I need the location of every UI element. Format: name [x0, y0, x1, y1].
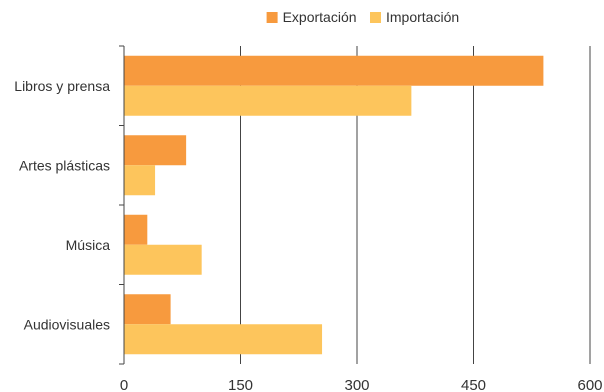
- x-tick-label-600: 600: [577, 377, 602, 392]
- x-tick-label-450: 450: [461, 377, 486, 392]
- legend-swatch-importacion: [370, 12, 381, 23]
- x-tick-label-300: 300: [344, 377, 369, 392]
- category-label-audiovisuales: Audiovisuales: [24, 316, 110, 332]
- legend-swatch-exportacion: [266, 12, 278, 23]
- bar-importacion-artes-plasticas: [124, 165, 156, 196]
- category-label-musica: Música: [66, 237, 111, 253]
- bar-exportacion-audiovisuales: [124, 294, 171, 325]
- bar-exportacion-musica: [124, 214, 148, 245]
- legend-label-importacion: Importación: [386, 9, 459, 25]
- bar-exportacion-libros-y-prensa: [124, 55, 544, 86]
- x-tick-label-150: 150: [228, 377, 253, 392]
- category-label-libros-y-prensa: Libros y prensa: [14, 78, 110, 94]
- category-label-artes-plasticas: Artes plásticas: [19, 157, 110, 173]
- bar-exportacion-artes-plasticas: [124, 135, 187, 166]
- x-tick-label-0: 0: [120, 377, 128, 392]
- bar-importacion-libros-y-prensa: [124, 85, 412, 116]
- legend-label-exportacion: Exportación: [283, 9, 357, 25]
- bar-importacion-musica: [124, 244, 202, 275]
- bar-importacion-audiovisuales: [124, 324, 323, 355]
